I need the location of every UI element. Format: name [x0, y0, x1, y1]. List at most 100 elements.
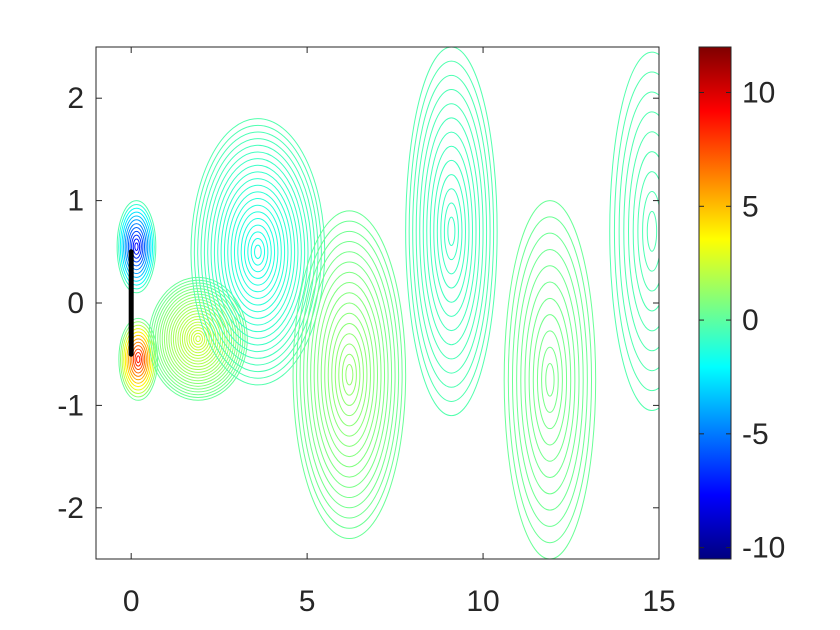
- colorbar: [698, 46, 732, 560]
- contour-line: [299, 230, 400, 519]
- contour-line: [116, 200, 157, 294]
- contour-line: [317, 282, 382, 468]
- contour-line: [152, 282, 244, 396]
- vortex-contours: [118, 317, 159, 401]
- contour-line: [646, 210, 658, 252]
- contour-line: [443, 202, 459, 261]
- vortex-contours: [116, 200, 157, 294]
- contour-line: [447, 216, 456, 247]
- x-tick-label: 10: [466, 585, 499, 618]
- contour-line: [129, 341, 147, 377]
- contour-line: [148, 276, 248, 401]
- contour-line: [128, 338, 149, 381]
- x-tick-label: 15: [642, 585, 675, 618]
- contour-line: [415, 89, 488, 374]
- contour-line: [126, 223, 147, 271]
- contour-line: [118, 317, 159, 401]
- contour-line: [126, 334, 151, 384]
- contour-line: [132, 348, 144, 371]
- contour-line: [254, 244, 262, 259]
- colorbar-tick-label: 5: [742, 190, 759, 223]
- contour-line: [131, 234, 142, 259]
- contour-line: [433, 159, 470, 303]
- contour-line: [292, 210, 407, 540]
- contour-line: [220, 178, 296, 326]
- contour-line: [123, 215, 150, 278]
- contour-line: [217, 171, 299, 333]
- vortex-contours: [148, 276, 248, 401]
- contour-line: [338, 343, 361, 406]
- contour-line: [313, 271, 386, 478]
- contour-line: [213, 164, 302, 339]
- contour-line: [327, 312, 371, 437]
- contour-line: [408, 60, 495, 402]
- contour-line: [124, 219, 149, 275]
- contour-line: [250, 237, 266, 266]
- contour-line: [310, 261, 389, 488]
- contour-line: [186, 324, 210, 354]
- contour-line: [118, 203, 155, 290]
- contour-line: [119, 207, 154, 286]
- contour-line: [331, 322, 368, 427]
- contour-line: [511, 232, 588, 527]
- contour-line: [436, 174, 466, 289]
- contour-line: [296, 220, 403, 529]
- contour-line: [536, 330, 563, 430]
- x-tick-labels: 0 5 10 15: [123, 585, 676, 618]
- x-tick-label: 0: [123, 585, 140, 618]
- contour-line: [210, 158, 306, 346]
- colorbar-tick-label: 0: [742, 304, 759, 337]
- contour-line: [200, 138, 316, 366]
- contour-line: [440, 188, 463, 275]
- contour-line: [193, 332, 204, 345]
- contour-line: [320, 292, 379, 458]
- contour-line: [157, 288, 239, 390]
- contour-line: [193, 124, 322, 379]
- contour-line: [613, 71, 659, 392]
- contour-line: [429, 145, 474, 317]
- contour-line: [170, 304, 226, 373]
- vortex-contours: [190, 118, 326, 386]
- colorbar-tick-label: -10: [742, 532, 785, 565]
- contour-line: [150, 279, 246, 398]
- contour-line: [203, 144, 312, 359]
- contour-line: [129, 230, 144, 263]
- contour-line: [426, 131, 477, 332]
- axis-ticks: [96, 47, 660, 559]
- contour-line: [181, 318, 215, 359]
- contour-line: [132, 238, 141, 255]
- contour-line: [324, 302, 375, 447]
- y-tick-label: 2: [67, 82, 84, 115]
- contour-line: [134, 242, 139, 252]
- y-tick-label: 1: [67, 185, 84, 218]
- colorbar-tick-label: 10: [742, 77, 775, 110]
- contour-line: [524, 281, 576, 479]
- contour-line: [422, 117, 481, 346]
- vortex-contours: [292, 210, 407, 540]
- contour-line: [632, 151, 659, 312]
- contour-line: [190, 329, 206, 348]
- colorbar-tick-labels: -10 -5 0 5 10: [742, 77, 785, 565]
- contour-line: [127, 226, 146, 267]
- y-tick-labels: -2 -1 0 1 2: [57, 82, 84, 525]
- contour-line: [131, 345, 146, 374]
- contour-line: [306, 251, 393, 499]
- y-tick-label: -2: [57, 492, 84, 525]
- contour-line: [405, 47, 498, 417]
- contour-line: [334, 333, 364, 417]
- contour-line: [230, 198, 286, 306]
- contour-line: [166, 299, 230, 379]
- contour-line: [303, 241, 396, 509]
- colorbar-ticks: [699, 92, 731, 549]
- contour-lines: [116, 47, 659, 559]
- contour-line: [134, 351, 142, 367]
- contour-line: [123, 328, 154, 391]
- contour-line: [240, 218, 276, 286]
- contour-line: [532, 314, 568, 446]
- contour-line: [637, 171, 659, 292]
- contour-line: [227, 191, 289, 313]
- contour-line: [642, 191, 659, 272]
- contour-line: [121, 324, 155, 394]
- contour-line: [223, 184, 292, 319]
